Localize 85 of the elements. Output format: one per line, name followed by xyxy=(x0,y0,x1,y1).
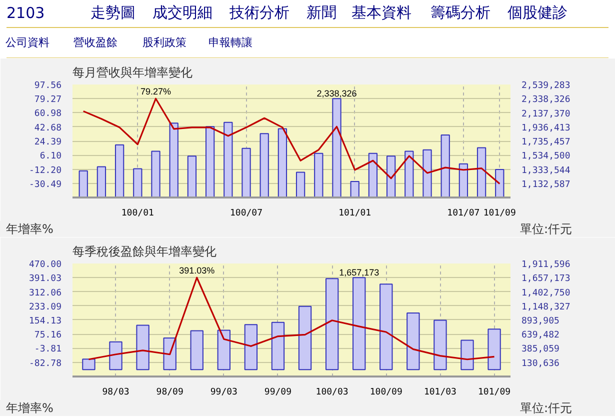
text: 營收盈餘 xyxy=(74,36,118,49)
x-tick-label: 100/07 xyxy=(230,208,263,218)
y-tick-label: -82.78 xyxy=(28,358,62,369)
text: 技術分析 xyxy=(228,4,290,22)
bar xyxy=(352,277,366,370)
y-tick-label: -12.20 xyxy=(28,166,62,176)
data-label: 2,338,326 xyxy=(316,88,357,99)
y-tick-label: 97.56 xyxy=(34,81,62,91)
chart-title: 每月營收與年增率變化 xyxy=(72,66,192,80)
bar xyxy=(136,324,150,370)
text: 個股健診 xyxy=(508,4,568,22)
x-tick-label: 101/09 xyxy=(483,208,516,218)
y-tick-label: 154.13 xyxy=(28,316,62,326)
text: 2103 xyxy=(6,4,45,22)
text: 走勢圖 xyxy=(90,4,136,22)
y-tick-label: 24.39 xyxy=(34,138,62,148)
y-tick-label: -30.49 xyxy=(28,180,62,190)
y2label: 單位:仟元 xyxy=(520,221,572,238)
x-tick-label: 101/07 xyxy=(447,208,480,218)
text: 籌碼分析 xyxy=(430,4,490,22)
ylabel: 年增率% xyxy=(6,400,54,417)
x-tick-label: 98/09 xyxy=(156,388,184,398)
bar xyxy=(434,320,447,370)
x-tick-label: 101/01 xyxy=(338,208,372,218)
y-tick-label: 470.00 xyxy=(28,260,62,270)
y2-tick-label: 1,735,457 xyxy=(522,138,570,148)
y2-tick-label: 639,482 xyxy=(522,330,560,341)
y2-tick-label: 893,905 xyxy=(522,316,560,326)
x-tick-label: 100/03 xyxy=(316,388,348,398)
y2-tick-label: 1,402,750 xyxy=(522,288,570,298)
bar xyxy=(82,358,96,370)
y2-tick-label: 1,132,587 xyxy=(522,180,570,190)
y2-tick-label: 2,137,370 xyxy=(522,109,570,120)
ylabel: 年增率% xyxy=(6,221,54,238)
x-tick-label: 99/03 xyxy=(210,388,238,398)
text: 新聞 xyxy=(306,4,336,22)
text: 成交明細 xyxy=(152,4,212,22)
bar xyxy=(325,278,339,370)
line-series xyxy=(82,98,500,185)
y2label: 單位:仟元 xyxy=(520,400,572,417)
bar xyxy=(406,312,420,370)
bar xyxy=(190,330,204,370)
text: 公司資料 xyxy=(6,36,50,49)
text: 股利政策 xyxy=(142,36,186,49)
y-tick-label: 312.06 xyxy=(28,288,62,298)
bar xyxy=(217,330,230,370)
y2-tick-label: 2,539,283 xyxy=(522,81,570,91)
bar xyxy=(380,284,393,370)
text: 基本資料 xyxy=(352,4,412,22)
text: 申報轉讓 xyxy=(208,36,252,49)
y2-tick-label: 1,911,596 xyxy=(522,260,570,270)
chart-title: 每季稅後盈餘與年增率變化 xyxy=(72,244,216,258)
bar xyxy=(271,322,285,370)
bar xyxy=(460,340,474,370)
y2-tick-label: 1,333,544 xyxy=(522,166,570,176)
y2-tick-label: 1,148,327 xyxy=(522,302,570,312)
y2-tick-label: 130,636 xyxy=(522,358,560,369)
y-tick-label: 60.98 xyxy=(34,109,62,120)
x-tick-label: 101/03 xyxy=(424,388,456,398)
y2-tick-label: 2,338,326 xyxy=(522,95,570,106)
y-tick-label: 79.27 xyxy=(34,95,62,106)
x-tick-label: 98/03 xyxy=(102,388,130,398)
data-label: 391.03% xyxy=(179,266,215,276)
bar xyxy=(244,324,258,370)
y2-tick-label: 1,657,173 xyxy=(522,274,570,284)
y-tick-label: 6.10 xyxy=(40,152,62,162)
y2-tick-label: 1,534,500 xyxy=(522,152,570,162)
y2-tick-label: 1,936,413 xyxy=(522,123,570,134)
y2-tick-label: 385,059 xyxy=(522,344,560,355)
x-tick-label: 99/09 xyxy=(264,388,292,398)
x-tick-label: 100/09 xyxy=(370,388,402,398)
line-series xyxy=(88,276,496,360)
bar xyxy=(109,341,122,370)
data-label: 1,657,173 xyxy=(339,268,380,278)
y-tick-label: 233.09 xyxy=(28,302,62,312)
bar xyxy=(488,328,501,370)
y-tick-label: 75.16 xyxy=(34,330,62,341)
data-label: 79.27% xyxy=(140,86,172,97)
bar xyxy=(163,337,176,370)
x-tick-label: 100/01 xyxy=(121,208,154,218)
y-tick-label: 42.68 xyxy=(34,123,62,134)
y-tick-label: 391.03 xyxy=(28,274,62,284)
bar xyxy=(298,306,312,370)
y-tick-label: -3.81 xyxy=(34,344,62,355)
x-tick-label: 101/09 xyxy=(478,388,511,398)
